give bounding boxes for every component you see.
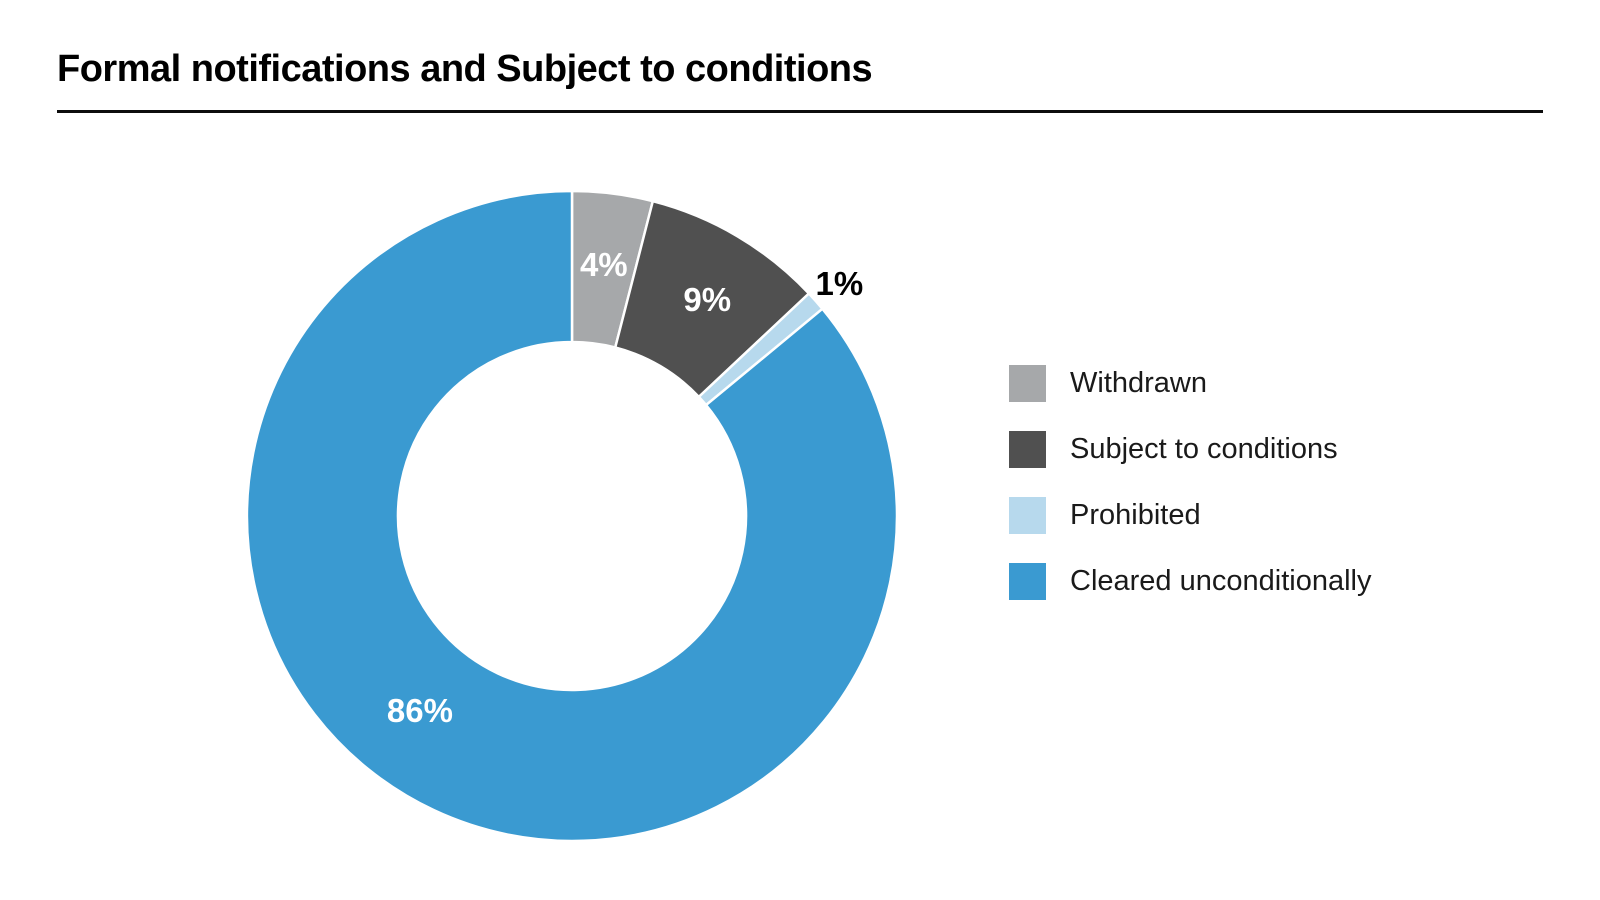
legend-item-subject-to-conditions: Subject to conditions [1009,431,1371,468]
legend-item-prohibited: Prohibited [1009,497,1371,534]
slice-value-label-prohibited: 1% [816,265,864,302]
slice-value-label-withdrawn: 4% [580,246,628,283]
legend-item-cleared-unconditionally: Cleared unconditionally [1009,563,1371,600]
legend-label-withdrawn: Withdrawn [1070,367,1207,399]
slice-value-label-cleared-unconditionally: 86% [387,692,453,729]
legend-swatch-subject-to-conditions [1009,431,1046,468]
legend-label-prohibited: Prohibited [1070,499,1201,531]
legend-swatch-prohibited [1009,497,1046,534]
legend-swatch-withdrawn [1009,365,1046,402]
donut-slice-cleared-unconditionally [245,189,899,843]
legend-label-subject-to-conditions: Subject to conditions [1070,433,1338,465]
title-divider-rule [57,110,1543,113]
slice-value-label-subject-to-conditions: 9% [683,281,731,318]
chart-legend: Withdrawn Subject to conditions Prohibited… [1009,365,1371,629]
legend-item-withdrawn: Withdrawn [1009,365,1371,402]
legend-label-cleared-unconditionally: Cleared unconditionally [1070,565,1372,597]
legend-swatch-cleared-unconditionally [1009,563,1046,600]
page-title: Formal notifications and Subject to cond… [57,48,873,90]
